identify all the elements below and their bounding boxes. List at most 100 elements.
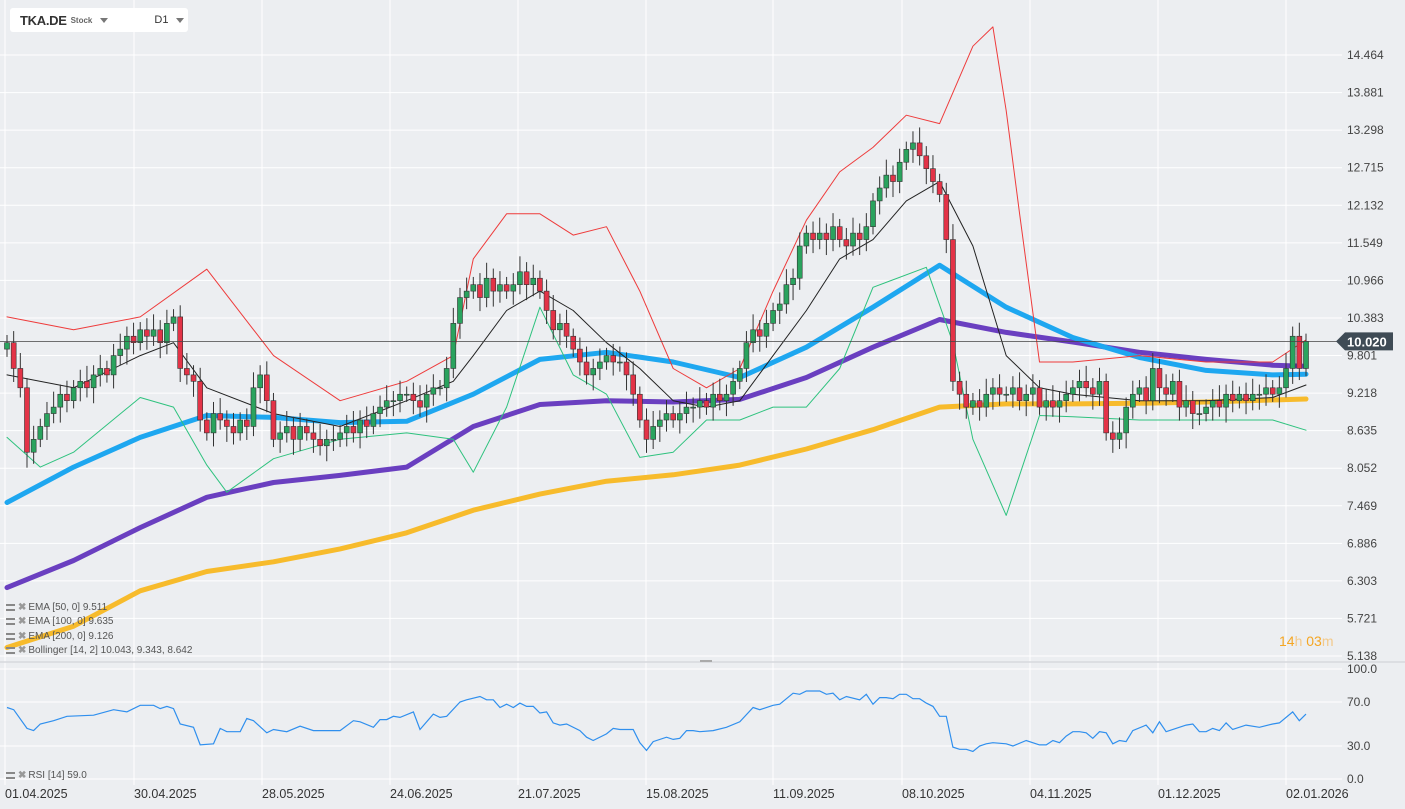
candle (1183, 385, 1189, 417)
candle-body (696, 400, 703, 408)
timer-minutes-unit: m (1321, 633, 1334, 649)
candle-body (423, 393, 430, 408)
candle-body (110, 355, 117, 376)
close-icon[interactable]: ✖ (18, 769, 27, 781)
candle (883, 159, 890, 198)
menu-icon[interactable] (6, 771, 15, 779)
candle (117, 333, 124, 366)
candle (343, 414, 350, 447)
candle-body (37, 426, 44, 440)
candle (290, 416, 297, 455)
candle-body (657, 419, 663, 427)
candle (703, 392, 710, 415)
candle-body (836, 226, 843, 240)
candle-body (4, 342, 10, 350)
candle (597, 348, 603, 381)
candle (317, 423, 323, 456)
candle-body (1130, 393, 1136, 408)
candle-body (244, 419, 250, 427)
candle-body (610, 355, 617, 363)
menu-icon[interactable] (6, 618, 15, 625)
candle (956, 371, 963, 410)
candle (244, 408, 250, 440)
candle (430, 374, 437, 406)
price-tick-label: 10.966 (1347, 273, 1384, 287)
candle-body (996, 387, 1003, 395)
candle-body (1023, 393, 1030, 401)
date-tick-label: 08.10.2025 (902, 787, 965, 801)
candle-body (803, 232, 810, 247)
symbol-name: TKA.DE (20, 12, 67, 28)
symbol-selector[interactable]: TKA.DE Stock D1 (10, 8, 188, 32)
current-price-tag (1336, 332, 1393, 351)
candle (1176, 369, 1183, 421)
candle-body (1116, 432, 1123, 440)
candle-body (1249, 393, 1256, 401)
candle-body (104, 368, 110, 376)
candle-body (1283, 368, 1289, 389)
candle (270, 392, 277, 448)
menu-icon[interactable] (6, 632, 15, 640)
candle-body (150, 329, 157, 337)
candle-body (130, 335, 137, 343)
price-tick-label: 9.218 (1347, 386, 1377, 400)
close-icon[interactable]: ✖ (18, 645, 27, 656)
candle (756, 320, 763, 352)
candle (24, 378, 30, 468)
candle (1083, 365, 1089, 398)
price-tick-label: 13.881 (1347, 86, 1384, 100)
candle (224, 410, 230, 442)
candle-body (736, 368, 743, 382)
chevron-down-icon[interactable] (100, 17, 109, 23)
candle (843, 227, 850, 260)
candle-body (750, 329, 756, 343)
candle (490, 268, 497, 307)
rsi-legend-label: RSI [14] 59.0 (28, 769, 87, 781)
date-tick-label: 04.11.2025 (1030, 787, 1092, 801)
candle (783, 269, 790, 314)
price-tick-label: 5.721 (1347, 611, 1377, 625)
candle-body (157, 329, 164, 343)
candle (1136, 380, 1143, 402)
close-icon[interactable]: ✖ (18, 630, 27, 642)
candle-body (936, 181, 943, 195)
pane-resize-handle[interactable] (700, 660, 712, 662)
timeframe-selector[interactable]: D1 (154, 14, 169, 26)
menu-icon[interactable] (6, 603, 15, 611)
candle-body (430, 387, 437, 395)
candle (1096, 367, 1103, 406)
candle (1263, 374, 1269, 406)
candle-body (883, 174, 890, 189)
candle-body (823, 232, 830, 240)
candle (1289, 326, 1296, 384)
menu-icon[interactable] (6, 647, 15, 654)
timer-hours-unit: h (1294, 633, 1303, 649)
candle-body (310, 432, 317, 440)
chevron-down-icon[interactable] (176, 17, 185, 23)
candle (130, 322, 137, 355)
candle (210, 401, 217, 447)
indicator-legend-label: EMA [200, 0] 9.126 (28, 630, 114, 642)
candle (630, 361, 636, 406)
price-tick-label: 13.298 (1347, 123, 1384, 137)
candle-body (530, 277, 537, 285)
candle (1163, 374, 1169, 406)
close-icon[interactable]: ✖ (18, 616, 27, 627)
candle-body (224, 419, 230, 427)
candle-body (1163, 387, 1169, 395)
candle (836, 218, 843, 248)
candle (577, 337, 583, 376)
candle (204, 412, 210, 441)
candle-body (677, 413, 683, 421)
candle-body (1196, 413, 1203, 415)
candle (237, 412, 243, 441)
candle-body (190, 374, 197, 382)
date-tick-label: 28.05.2025 (262, 787, 325, 801)
candle (663, 400, 670, 432)
candle (457, 287, 463, 339)
candles (4, 127, 1309, 468)
candle-body (290, 426, 297, 440)
close-icon[interactable]: ✖ (18, 601, 27, 613)
candle-body (816, 232, 823, 240)
